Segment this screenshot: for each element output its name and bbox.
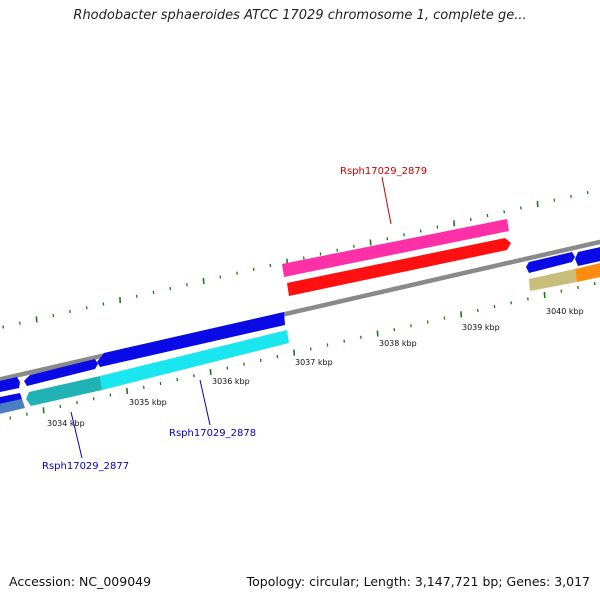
callout-line-rsph17029-2878 [199,379,211,426]
gene-forward-pink-rsph17029-2879[interactable] [282,219,509,277]
page-title: Rhodobacter sphaeroides ATCC 17029 chrom… [73,8,527,23]
gene-forward-blue-2[interactable] [97,312,285,367]
ruler-label-3037: 3037 kbp [295,358,333,367]
gene-forward-blue-right-partial[interactable] [575,246,600,266]
gene-label-rsph17029-2878[interactable]: Rsph17029_2878 [169,428,256,439]
callout-line-rsph17029-2879 [381,176,392,225]
callout-line-rsph17029-2877 [70,411,83,459]
gene-reverse-steelblue-partial[interactable] [0,399,25,415]
accession-text: Accession: NC_009049 [9,574,152,589]
gene-label-rsph17029-2877[interactable]: Rsph17029_2877 [42,461,129,472]
upper-tick-row [2,191,589,329]
ruler-label-3039: 3039 kbp [462,323,500,332]
ruler-label-3040: 3040 kbp [546,307,584,316]
lower-tick-row [9,282,596,420]
gene-reverse-teal[interactable] [26,376,102,406]
ruler-label-3034: 3034 kbp [47,419,85,428]
ruler-label-3038: 3038 kbp [379,339,417,348]
gene-forward-blue-3[interactable] [526,252,575,273]
gene-forward-blue-1[interactable] [24,359,98,386]
ruler-label-3035: 3035 kbp [129,398,167,407]
genome-summary-text: Topology: circular; Length: 3,147,721 bp… [246,574,590,589]
gene-reverse-cyan-rsph17029-2878[interactable] [100,330,289,390]
gene-reverse-orange-partial[interactable] [575,262,600,282]
chromosome-backbone [0,239,600,382]
gene-reverse-red[interactable] [287,238,511,296]
ruler-label-3036: 3036 kbp [212,377,250,386]
gene-label-rsph17029-2879[interactable]: Rsph17029_2879 [340,166,427,177]
gene-reverse-blue-partial[interactable] [0,393,22,405]
gene-forward-left-partial[interactable] [0,377,20,393]
gene-reverse-khaki[interactable] [529,269,577,291]
